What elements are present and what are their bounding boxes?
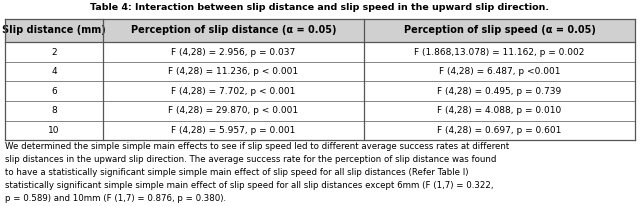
Bar xyxy=(5,121,635,140)
Bar xyxy=(5,101,635,121)
Bar xyxy=(5,19,635,42)
Text: Perception of slip distance (α = 0.05): Perception of slip distance (α = 0.05) xyxy=(131,25,336,35)
Text: p = 0.589) and 10mm (F (1,7) = 0.876, p = 0.380).: p = 0.589) and 10mm (F (1,7) = 0.876, p … xyxy=(5,194,227,203)
Text: Perception of slip speed (α = 0.05): Perception of slip speed (α = 0.05) xyxy=(404,25,595,35)
Text: statistically significant simple simple main effect of slip speed for all slip d: statistically significant simple simple … xyxy=(5,181,493,190)
Text: F (4,28) = 6.487, p <0.001: F (4,28) = 6.487, p <0.001 xyxy=(439,67,560,76)
Text: F (4,28) = 0.697, p = 0.601: F (4,28) = 0.697, p = 0.601 xyxy=(437,126,562,135)
Bar xyxy=(5,62,635,81)
Bar xyxy=(5,81,635,101)
Text: 10: 10 xyxy=(48,126,60,135)
Text: F (4,28) = 0.495, p = 0.739: F (4,28) = 0.495, p = 0.739 xyxy=(437,87,562,96)
Text: 8: 8 xyxy=(51,106,57,115)
Text: F (4,28) = 4.088, p = 0.010: F (4,28) = 4.088, p = 0.010 xyxy=(437,106,562,115)
Text: F (4,28) = 7.702, p < 0.001: F (4,28) = 7.702, p < 0.001 xyxy=(172,87,296,96)
Text: We determined the simple simple main effects to see if slip speed led to differe: We determined the simple simple main eff… xyxy=(5,142,509,151)
Text: F (4,28) = 11.236, p < 0.001: F (4,28) = 11.236, p < 0.001 xyxy=(168,67,298,76)
Text: F (4,28) = 2.956, p = 0.037: F (4,28) = 2.956, p = 0.037 xyxy=(172,48,296,56)
Text: slip distances in the upward slip direction. The average success rate for the pe: slip distances in the upward slip direct… xyxy=(5,155,497,164)
Text: F (1.868,13.078) = 11.162, p = 0.002: F (1.868,13.078) = 11.162, p = 0.002 xyxy=(414,48,585,56)
Text: 6: 6 xyxy=(51,87,57,96)
Text: 4: 4 xyxy=(51,67,57,76)
Bar xyxy=(5,42,635,62)
Text: Table 4: Interaction between slip distance and slip speed in the upward slip dir: Table 4: Interaction between slip distan… xyxy=(90,3,550,12)
Text: F (4,28) = 5.957, p = 0.001: F (4,28) = 5.957, p = 0.001 xyxy=(172,126,296,135)
Text: Slip distance (mm): Slip distance (mm) xyxy=(2,25,106,35)
Text: to have a statistically significant simple simple main effect of slip speed for : to have a statistically significant simp… xyxy=(5,168,468,177)
Text: F (4,28) = 29.870, p < 0.001: F (4,28) = 29.870, p < 0.001 xyxy=(168,106,298,115)
Text: 2: 2 xyxy=(51,48,57,56)
